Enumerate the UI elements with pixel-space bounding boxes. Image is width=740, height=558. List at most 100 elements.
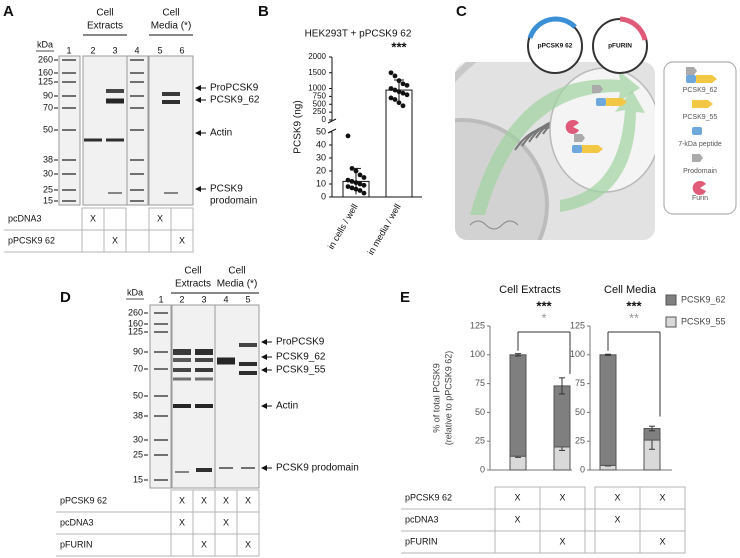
- lane-number: 3: [112, 45, 117, 55]
- marker-label: 30: [133, 434, 143, 444]
- y-tick-label: 30: [316, 152, 326, 162]
- table-cell: [81, 229, 105, 253]
- table-cell: [236, 511, 260, 535]
- table-cell: [170, 229, 194, 253]
- panel-label: A: [3, 3, 14, 20]
- blot-band: [130, 107, 144, 109]
- data-point: [392, 87, 398, 93]
- stacked-bar: [599, 354, 617, 466]
- blot-band: [62, 159, 76, 161]
- data-point: [404, 82, 410, 88]
- blot-band: [219, 467, 233, 469]
- blot-band: [154, 312, 168, 314]
- y-tick-label: 50: [475, 407, 485, 417]
- cell-mark: X: [559, 536, 565, 546]
- blot-band: [130, 159, 144, 161]
- data-point: [345, 177, 351, 183]
- x-tick-label: in media / well: [366, 202, 403, 256]
- marker-label: 160: [128, 318, 143, 328]
- blot-band: [175, 471, 189, 473]
- lane-number: 1: [158, 294, 163, 304]
- cell-mark: X: [245, 495, 251, 505]
- table-cell: [214, 533, 238, 557]
- plasmid-label: pPCSK9 62: [538, 43, 573, 50]
- blot-band: [173, 349, 191, 355]
- y-tick-label: 0: [321, 191, 326, 201]
- lane-number: 2: [179, 294, 184, 304]
- legend-box: [663, 61, 737, 215]
- blot-band: [195, 368, 213, 372]
- legend-label: Prodomain: [683, 168, 717, 175]
- legend-label: PCSK9_55: [681, 316, 726, 326]
- y-tick-label: 0: [580, 464, 585, 474]
- table-cell: [539, 508, 586, 532]
- secretion-arrow: [470, 70, 640, 215]
- group-header: Cell: [162, 8, 179, 19]
- y-tick-label: 50: [316, 126, 326, 136]
- significance: *: [541, 310, 546, 325]
- unit-label: kDa: [127, 287, 143, 297]
- blot-band: [62, 81, 76, 83]
- band-label: PCSK9_62: [210, 95, 260, 106]
- furin-icon: [692, 180, 706, 195]
- blot-band: [62, 72, 76, 74]
- cell-membrane: [455, 62, 655, 240]
- legend-swatch: [665, 294, 677, 306]
- pcsk9-icon: [582, 145, 603, 153]
- table-cell: [170, 533, 194, 557]
- y-tick-label: 2000: [308, 52, 326, 61]
- prodomain-icon: [592, 85, 603, 93]
- table-cell: [148, 229, 172, 253]
- marker-label: 30: [43, 168, 53, 178]
- legend-label: PCSK9_55: [683, 114, 718, 121]
- blot-band: [62, 107, 76, 109]
- marker-label: 160: [38, 67, 53, 77]
- table-cell: [236, 533, 260, 557]
- blot-band: [106, 89, 124, 93]
- blot-band: [130, 59, 144, 61]
- blot-band: [130, 129, 144, 131]
- blot-band: [162, 92, 180, 96]
- cell-mark: X: [157, 213, 163, 223]
- band-label: PCSK9_55: [276, 365, 326, 376]
- data-point: [400, 81, 406, 87]
- unit-label: kDa: [37, 39, 53, 49]
- cell-mark: X: [245, 539, 251, 549]
- blot-band: [173, 377, 191, 381]
- marker-label: 90: [43, 90, 53, 100]
- pcsk9-icon: [696, 75, 717, 83]
- data-point: [361, 182, 367, 188]
- marker-label: 125: [38, 76, 53, 86]
- blot-band: [62, 200, 76, 202]
- blot-band: [154, 368, 168, 370]
- peptide-icon: [572, 145, 582, 153]
- marker-label: 70: [133, 363, 143, 373]
- legend-label: PCSK9_62: [683, 87, 718, 94]
- row-label: pFURIN: [405, 536, 438, 546]
- row-label: pcDNA3: [60, 517, 94, 527]
- marker-label: 50: [43, 124, 53, 134]
- blot-band: [154, 415, 168, 417]
- table-cell: [494, 530, 541, 554]
- data-point: [388, 95, 394, 101]
- y-tick-label: 125: [470, 320, 485, 330]
- cell-mark: X: [112, 235, 118, 245]
- cell-mark: X: [514, 492, 520, 502]
- prodomain-icon: [574, 134, 585, 142]
- table-cell: [170, 207, 194, 231]
- blot-band: [130, 72, 144, 74]
- y-tick-label: 75: [575, 378, 585, 388]
- row-label: pFURIN: [60, 539, 93, 549]
- band-label: PCSK9_62: [276, 352, 326, 363]
- pcsk9-icon: [692, 100, 713, 108]
- group-header: Cell: [228, 266, 245, 277]
- plasmid-label: pFURIN: [608, 43, 632, 50]
- y-tick-label: 500: [313, 99, 327, 108]
- band-label: ProPCSK9: [276, 337, 325, 348]
- blot-band: [62, 189, 76, 191]
- cell-mark: X: [223, 517, 229, 527]
- blot-band: [173, 358, 191, 362]
- lane-number: 4: [223, 294, 228, 304]
- legend-swatch: [665, 316, 677, 328]
